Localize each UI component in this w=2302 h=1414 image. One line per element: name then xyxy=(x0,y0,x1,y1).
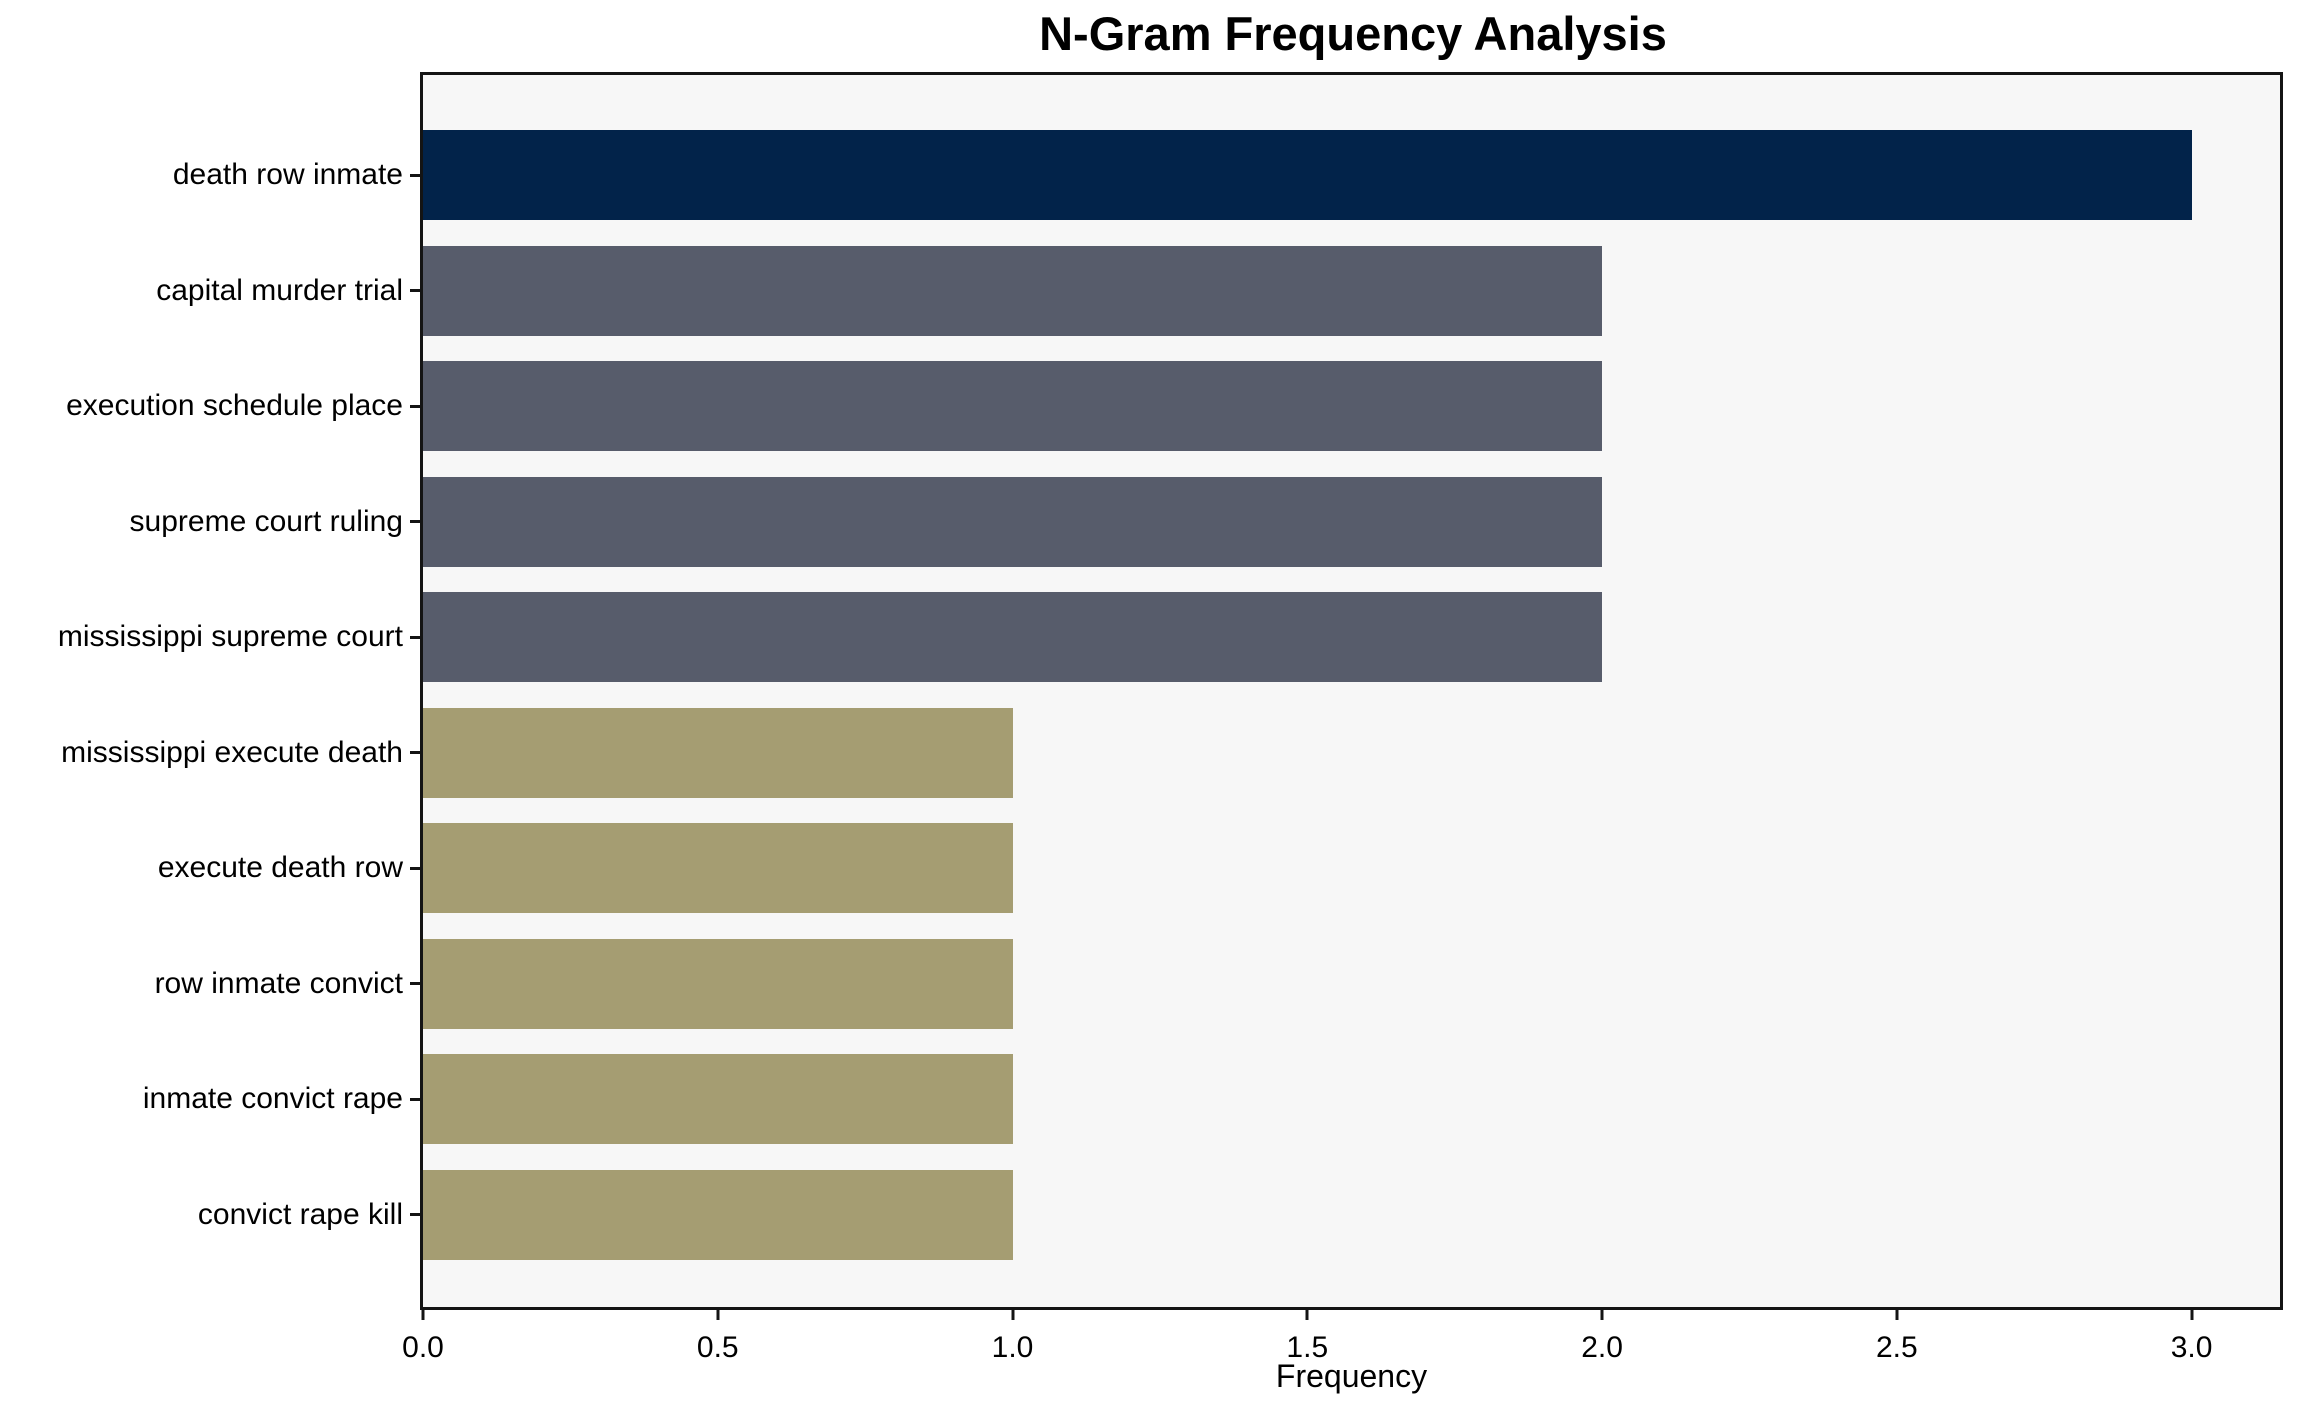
bar xyxy=(423,592,1603,682)
x-tick-label: 1.5 xyxy=(1286,1331,1329,1364)
y-tick-mark xyxy=(410,1213,420,1216)
plot-area: death row inmate capital murder trial exec… xyxy=(58,72,2283,1364)
x-tick-label: 2.5 xyxy=(1875,1331,1918,1364)
x-tick-mark xyxy=(1895,1310,1899,1320)
y-tick-label: row inmate convict xyxy=(154,966,403,1000)
bar xyxy=(423,1169,1013,1260)
x-tick-label: 3.0 xyxy=(2170,1331,2213,1364)
x-tick-label: 0.5 xyxy=(696,1331,739,1364)
bar xyxy=(423,361,1603,451)
y-tick-label: execution schedule place xyxy=(66,389,403,422)
x-tick-mark xyxy=(716,1310,720,1320)
x-tick-mark xyxy=(2190,1310,2194,1320)
y-tick-mark xyxy=(410,173,420,177)
y-tick-mark xyxy=(410,1097,420,1101)
y-tick-mark xyxy=(410,751,420,754)
y-tick-mark xyxy=(410,520,420,523)
y-tick-label: convict rape kill xyxy=(197,1197,403,1231)
x-tick-mark xyxy=(421,1310,425,1320)
y-tick-mark xyxy=(410,404,420,408)
bar xyxy=(423,130,2192,220)
y-tick-label: mississippi supreme court xyxy=(57,620,403,653)
y-tick-label: execute death row xyxy=(157,851,403,884)
bar xyxy=(423,1054,1013,1144)
chart-title: N-Gram Frequency Analysis xyxy=(1039,7,1667,60)
y-tick-label: inmate convict rape xyxy=(142,1082,403,1115)
x-tick-mark xyxy=(1011,1310,1015,1320)
y-tick-mark xyxy=(410,866,420,870)
y-tick-mark xyxy=(410,289,420,292)
y-tick-label: capital murder trial xyxy=(156,273,403,307)
bar xyxy=(423,476,1603,567)
y-tick-label: supreme court ruling xyxy=(129,504,403,538)
bar xyxy=(423,938,1013,1029)
x-tick-label: 0.0 xyxy=(402,1331,444,1364)
bar xyxy=(423,245,1603,336)
y-tick-label: mississippi execute death xyxy=(61,735,403,769)
y-tick-mark xyxy=(410,635,420,639)
y-tick-mark xyxy=(410,982,420,985)
x-tick-label: 1.0 xyxy=(991,1331,1034,1364)
bar xyxy=(423,707,1013,798)
x-axis-title: Frequency xyxy=(1275,1358,1428,1394)
x-tick-mark xyxy=(1600,1310,1604,1320)
y-tick-label: death row inmate xyxy=(172,158,403,191)
bar xyxy=(423,823,1013,913)
x-tick-mark xyxy=(1305,1310,1309,1320)
x-tick-label: 2.0 xyxy=(1581,1331,1623,1364)
